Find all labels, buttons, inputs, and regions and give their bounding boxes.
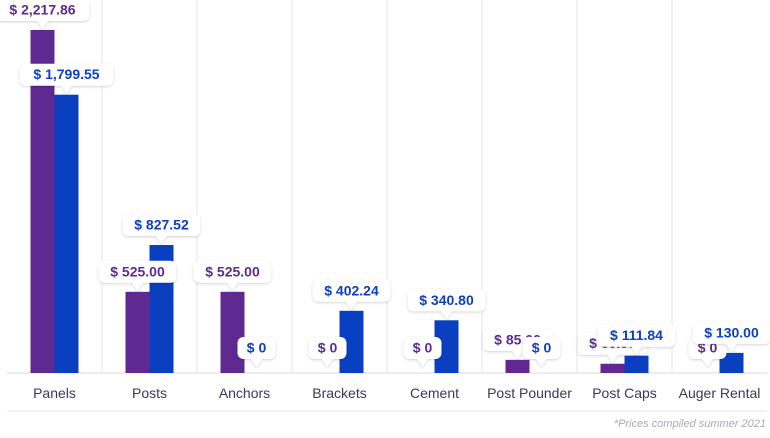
data-label-bubble (403, 337, 442, 359)
data-labels-layer: $ 2,217.86 $ 1,799.55 $ 525.00 $ 827.52 $ 52… (0, 0, 770, 367)
data-label-pointer (226, 281, 239, 291)
data-label-pointer (701, 358, 714, 367)
data-label: $ 827.52 (122, 214, 201, 245)
data-label-pointer (725, 342, 738, 352)
data-label-text: $ 525.00 (110, 263, 165, 279)
data-label-text: $ 402.24 (324, 282, 379, 298)
data-label-bubble (312, 279, 391, 302)
data-label-pointer (630, 345, 643, 355)
category-label: Post Pounder (487, 385, 572, 401)
data-label-bubble (193, 260, 272, 283)
data-label-pointer (155, 235, 168, 245)
data-label-bubble (308, 337, 347, 359)
grid-lines (7, 0, 767, 412)
data-label: $ 2,217.86 (0, 0, 90, 29)
data-label-text: $ 2,217.86 (9, 2, 75, 18)
data-label-bubble (19, 63, 114, 86)
data-label-bubble (0, 0, 90, 21)
data-label: $ 0 (308, 337, 347, 367)
category-label: Post Caps (592, 385, 657, 401)
data-label: $ 130.00 (692, 321, 770, 352)
bar (505, 359, 530, 373)
data-label: $ 0 (237, 337, 276, 367)
bar (600, 363, 625, 373)
data-label: $ 111.84 (597, 324, 676, 355)
data-label: $ 0 (403, 337, 442, 367)
data-label-text: $ 0 (318, 340, 338, 356)
category-label: Panels (33, 385, 76, 401)
data-label-bubble (122, 214, 201, 237)
data-label: $ 1,799.55 (19, 63, 114, 94)
category-label: Cement (410, 385, 459, 401)
data-label-bubble (407, 289, 486, 312)
data-label-text: $ 130.00 (704, 324, 759, 340)
category-label: Brackets (312, 385, 366, 401)
data-label: $ 525.00 (98, 260, 177, 291)
data-label-pointer (60, 84, 73, 94)
data-label-pointer (345, 300, 358, 310)
bar (125, 291, 150, 373)
data-label: $ 525.00 (193, 260, 272, 291)
data-label-text: $ 111.84 (610, 327, 663, 343)
category-labels-layer: Panels Posts Anchors Brackets Cement Post Pou… (33, 385, 760, 401)
data-label-text: $ 0 (413, 340, 433, 356)
data-label-text: $ 340.80 (419, 292, 474, 308)
data-label-pointer (535, 358, 548, 367)
bar (719, 352, 744, 373)
data-label-text: $ 1,799.55 (33, 66, 99, 82)
data-label-pointer (36, 20, 49, 29)
data-label-bubble (98, 260, 177, 283)
data-label-bubble (522, 337, 561, 359)
category-label: Auger Rental (679, 385, 761, 401)
data-label: $ 402.24 (312, 279, 391, 310)
data-label-pointer (511, 349, 524, 359)
data-label-pointer (416, 358, 429, 367)
data-label-text: $ 0 (532, 340, 552, 356)
bar (54, 94, 79, 373)
data-label-text: $ 525.00 (205, 263, 260, 279)
data-label-bubble (597, 324, 676, 347)
bar (30, 30, 55, 373)
data-label-pointer (131, 281, 144, 291)
data-label: $ 0 (522, 337, 561, 367)
data-label-pointer (440, 310, 453, 320)
data-label: $ 340.80 (407, 289, 486, 320)
bar (624, 355, 649, 373)
data-label-pointer (321, 358, 334, 367)
data-label-bubble (237, 337, 276, 359)
data-label-bubble (692, 321, 770, 344)
bar (220, 291, 245, 373)
data-label-text: $ 827.52 (134, 217, 189, 233)
data-label-text: $ 0 (247, 340, 267, 356)
category-label: Anchors (219, 385, 270, 401)
data-label-pointer (606, 353, 619, 363)
footnote: *Prices compiled summer 2021 (613, 418, 766, 430)
data-label-pointer (250, 358, 263, 367)
category-label: Posts (132, 385, 167, 401)
